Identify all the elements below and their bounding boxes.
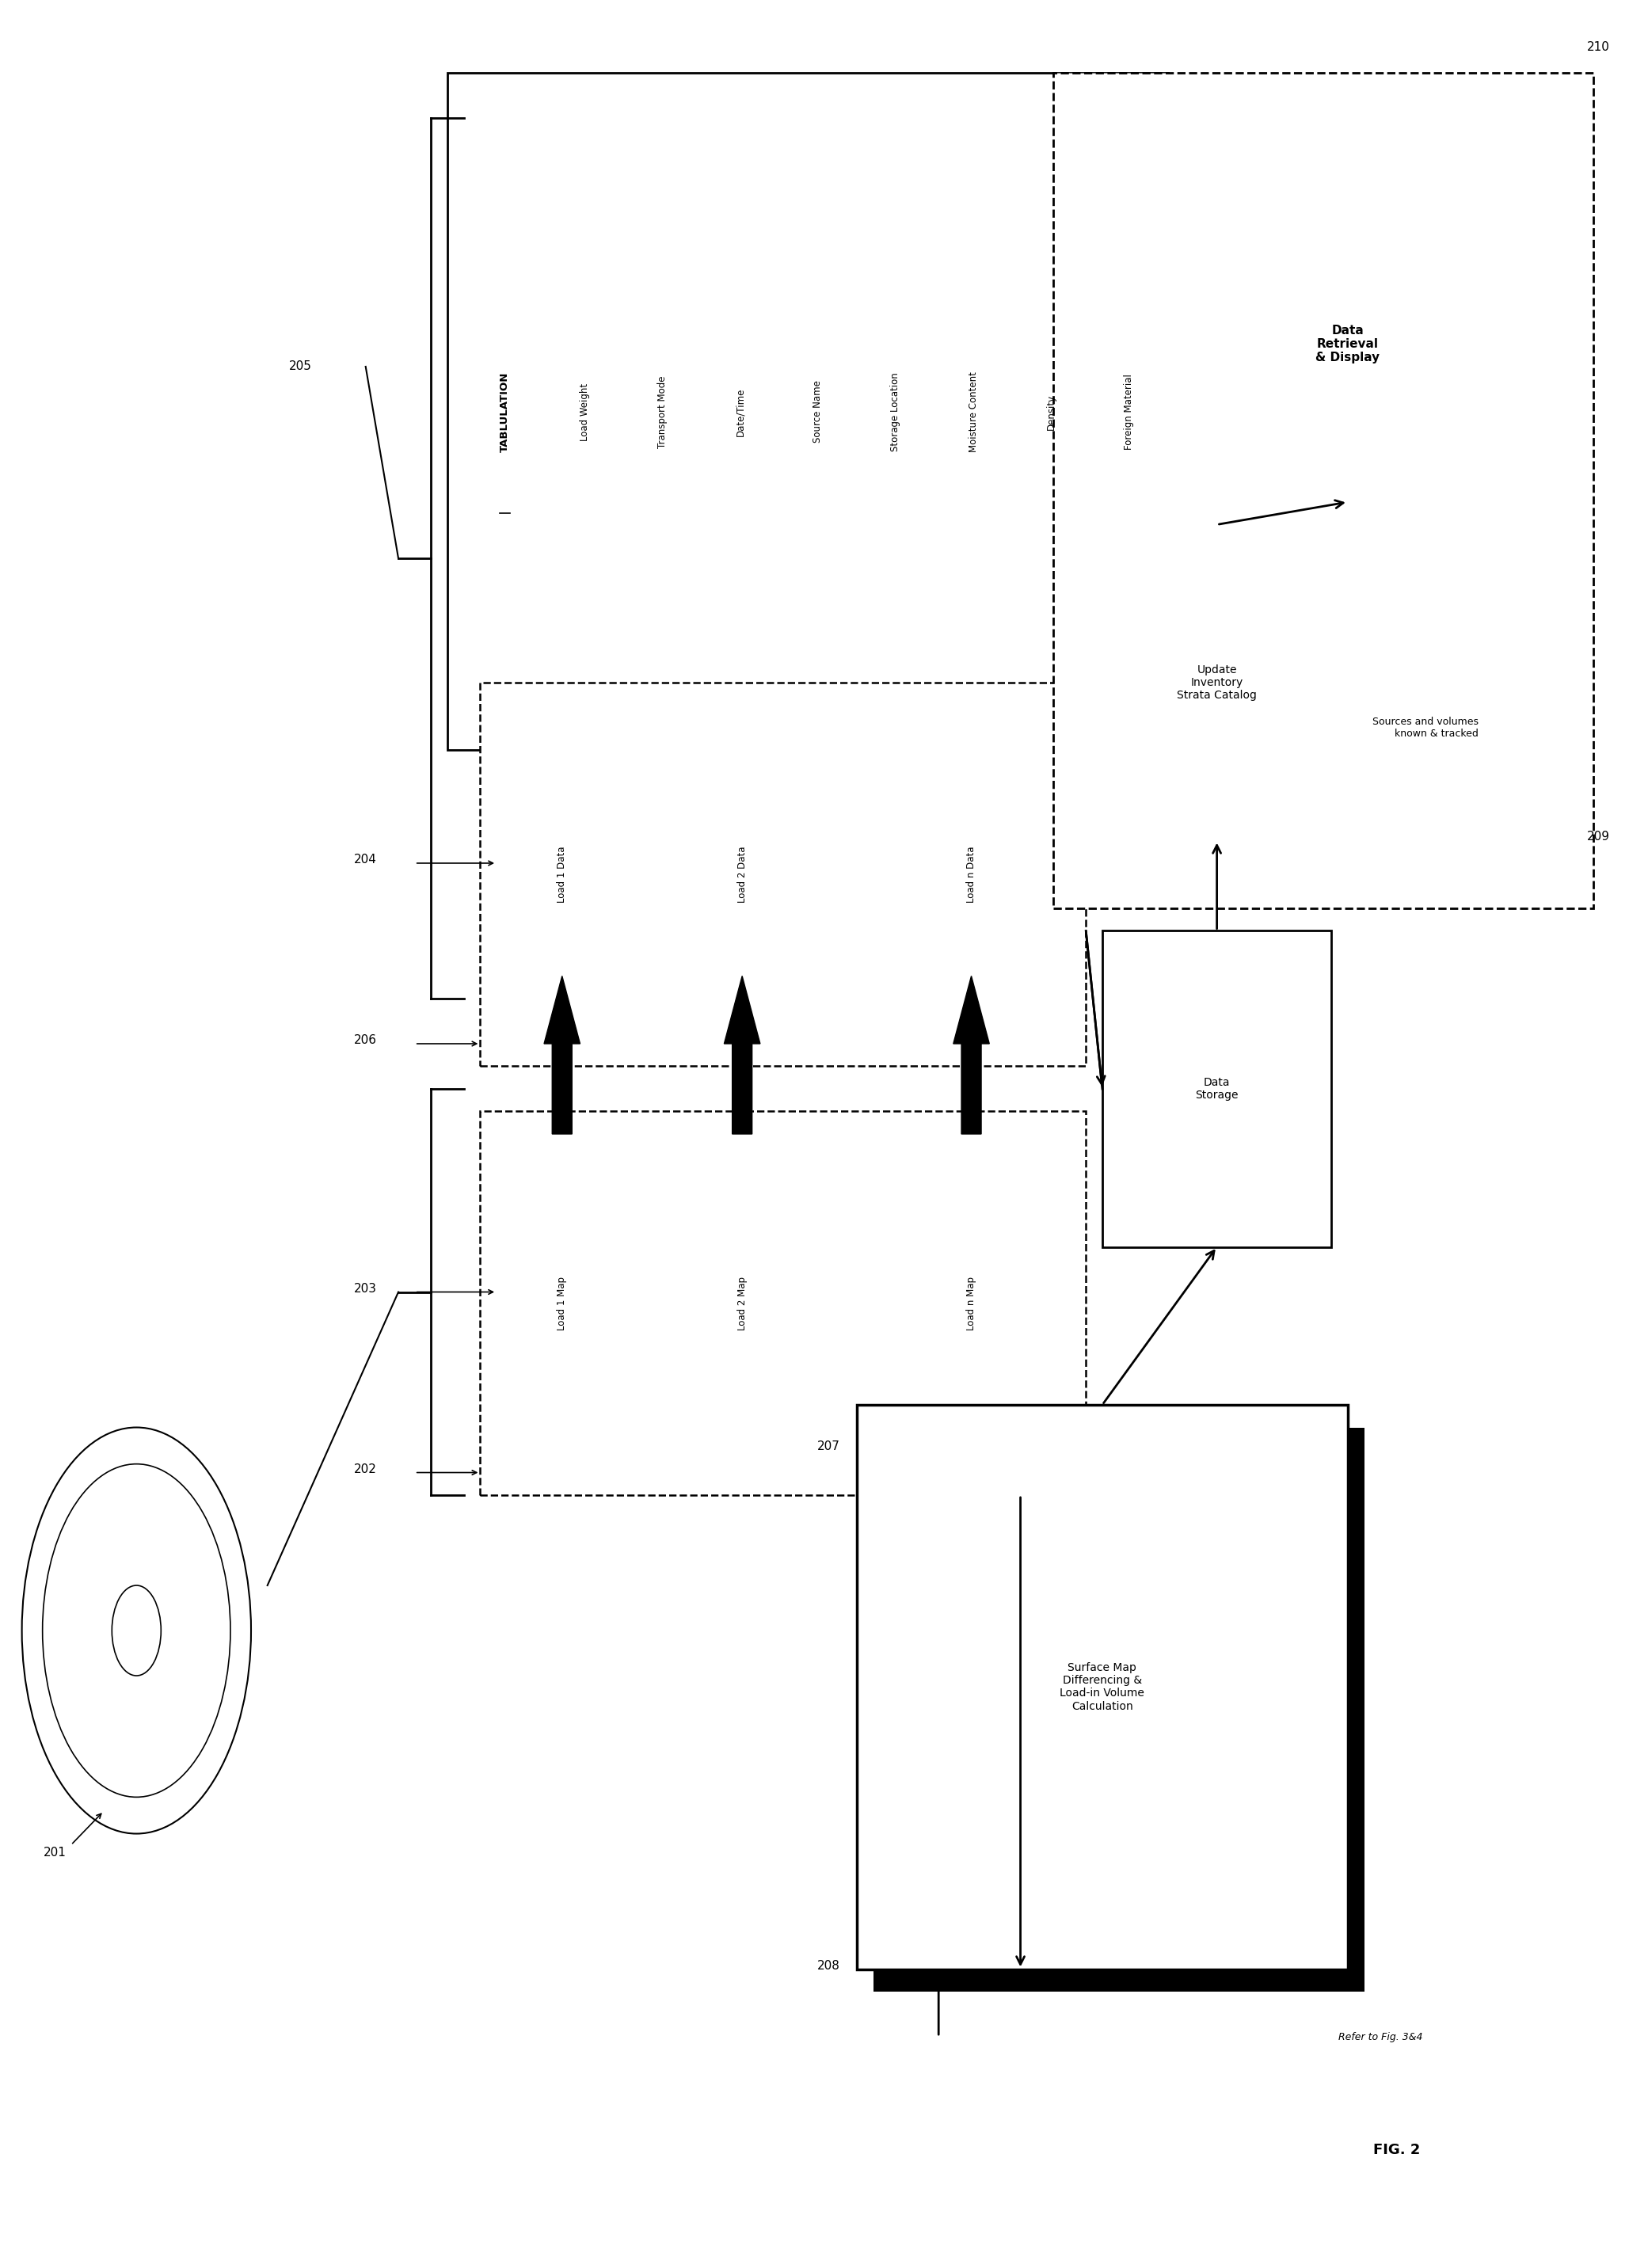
Ellipse shape xyxy=(43,1463,231,1796)
Bar xyxy=(1103,524,1332,841)
Text: Load 1 Data: Load 1 Data xyxy=(557,846,567,903)
Text: Refer to Fig. 3&4: Refer to Fig. 3&4 xyxy=(1338,2032,1422,2041)
Text: Sources and volumes
known & tracked: Sources and volumes known & tracked xyxy=(1373,717,1478,739)
Bar xyxy=(496,728,628,1021)
Bar xyxy=(873,1427,1365,1991)
Text: Foreign Material: Foreign Material xyxy=(1124,374,1134,449)
Bar xyxy=(448,73,1168,751)
Ellipse shape xyxy=(91,1549,183,1712)
Text: 206: 206 xyxy=(354,1034,377,1046)
Ellipse shape xyxy=(21,1427,250,1833)
Polygon shape xyxy=(723,975,760,1134)
Bar xyxy=(496,1157,628,1449)
Ellipse shape xyxy=(112,1585,162,1676)
Bar xyxy=(1103,930,1332,1247)
Text: Data
Retrieval
& Display: Data Retrieval & Display xyxy=(1315,324,1379,363)
Text: Load 1 Map: Load 1 Map xyxy=(557,1277,567,1331)
Bar xyxy=(1053,73,1594,907)
Text: Storage Location: Storage Location xyxy=(890,372,901,451)
Bar xyxy=(906,728,1037,1021)
Text: 208: 208 xyxy=(817,1960,840,1971)
Bar xyxy=(677,1157,808,1449)
Bar xyxy=(906,1157,1037,1449)
Text: 204: 204 xyxy=(354,853,377,866)
Text: Load n Data: Load n Data xyxy=(966,846,977,903)
Text: Source Name: Source Name xyxy=(812,381,822,442)
Text: 205: 205 xyxy=(288,361,311,372)
Text: Load 2 Data: Load 2 Data xyxy=(737,846,747,903)
Text: 210: 210 xyxy=(1587,41,1610,52)
Text: 203: 203 xyxy=(354,1281,377,1295)
Bar xyxy=(1200,186,1495,501)
Ellipse shape xyxy=(63,1499,211,1762)
Text: Moisture Content: Moisture Content xyxy=(969,372,979,451)
Bar xyxy=(857,1404,1348,1969)
Text: Load Weight: Load Weight xyxy=(580,383,590,440)
Bar xyxy=(480,1111,1086,1495)
Bar xyxy=(480,683,1086,1066)
Text: Load 2 Map: Load 2 Map xyxy=(737,1277,747,1331)
Text: Date/Time: Date/Time xyxy=(735,388,745,435)
Text: FIG. 2: FIG. 2 xyxy=(1373,2143,1421,2157)
Polygon shape xyxy=(544,975,580,1134)
Text: Density: Density xyxy=(1046,395,1056,429)
Text: Transport Mode: Transport Mode xyxy=(658,376,667,449)
Text: Surface Map
Differencing &
Load-in Volume
Calculation: Surface Map Differencing & Load-in Volum… xyxy=(1060,1662,1145,1712)
Text: 207: 207 xyxy=(817,1440,840,1452)
Text: Data
Storage: Data Storage xyxy=(1195,1077,1238,1100)
Text: 202: 202 xyxy=(354,1463,377,1474)
Polygon shape xyxy=(953,975,989,1134)
Text: Update
Inventory
Strata Catalog: Update Inventory Strata Catalog xyxy=(1177,665,1257,701)
Text: 209: 209 xyxy=(1587,830,1610,844)
Text: TABLULATION: TABLULATION xyxy=(499,372,509,451)
Bar xyxy=(677,728,808,1021)
Text: 201: 201 xyxy=(43,1846,66,1857)
Text: Load n Map: Load n Map xyxy=(966,1277,977,1331)
